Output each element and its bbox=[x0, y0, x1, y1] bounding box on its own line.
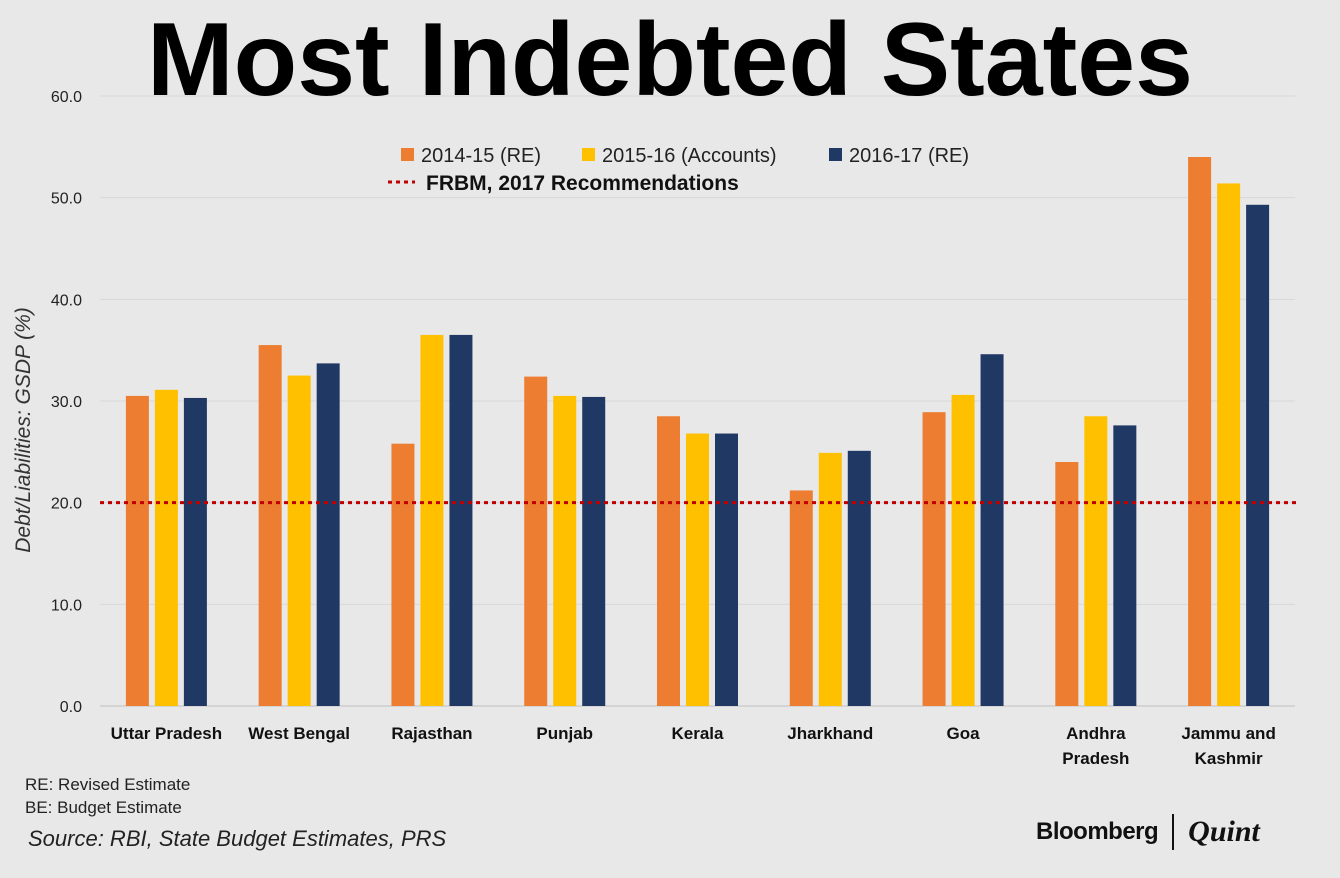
source-caption: Source: RBI, State Budget Estimates, PRS bbox=[28, 826, 447, 851]
category-label: Uttar Pradesh bbox=[111, 724, 222, 743]
category-label: Punjab bbox=[536, 724, 593, 743]
bar bbox=[1084, 416, 1108, 706]
legend-swatch bbox=[582, 148, 595, 161]
category-label: West Bengal bbox=[248, 724, 350, 743]
y-tick-label: 0.0 bbox=[60, 699, 82, 716]
bloomberg-wordmark: Bloomberg bbox=[1036, 818, 1159, 845]
category-label: Rajasthan bbox=[391, 724, 472, 743]
bars bbox=[125, 157, 1270, 707]
bar bbox=[582, 396, 606, 706]
bar bbox=[715, 433, 738, 706]
brand-divider bbox=[1172, 814, 1175, 850]
y-tick-label: 60.0 bbox=[51, 89, 82, 106]
chart-title: Most Indebted States bbox=[147, 2, 1193, 118]
quint-wordmark: Quint bbox=[1188, 815, 1260, 848]
bar bbox=[789, 490, 813, 706]
bar bbox=[420, 334, 444, 706]
legend-label: 2016-17 (RE) bbox=[849, 145, 969, 167]
brand-logo: Bloomberg Quint bbox=[1036, 812, 1260, 852]
legend-swatch bbox=[401, 148, 414, 161]
bar bbox=[1113, 425, 1137, 706]
y-tick-label: 20.0 bbox=[51, 496, 82, 513]
bar bbox=[818, 452, 842, 706]
y-tick-label: 40.0 bbox=[51, 292, 82, 309]
y-axis-label: Debt/Liabilities: GSDP (%) bbox=[12, 307, 35, 552]
category-label: Goa bbox=[947, 724, 981, 743]
category-label: Pradesh bbox=[1062, 749, 1129, 768]
bar bbox=[183, 397, 207, 706]
legend: 2014-15 (RE) 2015-16 (Accounts) 2016-17 (R… bbox=[388, 145, 969, 195]
category-label: Andhra bbox=[1066, 724, 1126, 743]
bar bbox=[657, 416, 680, 706]
bar bbox=[686, 433, 709, 706]
legend-label: 2014-15 (RE) bbox=[421, 145, 541, 167]
category-label: Kashmir bbox=[1195, 749, 1263, 768]
bar bbox=[287, 375, 311, 706]
bar bbox=[1055, 462, 1079, 706]
bar bbox=[316, 363, 340, 706]
bar bbox=[922, 412, 946, 706]
bar bbox=[1246, 204, 1270, 707]
legend-label: 2015-16 (Accounts) bbox=[602, 145, 777, 167]
legend-swatch bbox=[829, 148, 842, 161]
note-revised-estimate: RE: Revised Estimate bbox=[25, 775, 191, 794]
note-budget-estimate: BE: Budget Estimate bbox=[25, 798, 182, 817]
bar bbox=[553, 395, 577, 706]
bar bbox=[951, 394, 975, 706]
bar bbox=[524, 376, 548, 706]
bar bbox=[1217, 183, 1241, 706]
bar bbox=[847, 450, 871, 706]
y-tick-labels: 0.0 10.0 20.0 30.0 40.0 50.0 60.0 bbox=[51, 89, 82, 716]
legend-reference-label: FRBM, 2017 Recommendations bbox=[426, 172, 739, 195]
bar bbox=[980, 354, 1004, 706]
category-label: Kerala bbox=[672, 724, 725, 743]
y-tick-label: 50.0 bbox=[51, 191, 82, 208]
bar bbox=[258, 345, 282, 706]
bar bbox=[1188, 157, 1212, 706]
bar bbox=[125, 395, 149, 706]
y-tick-label: 10.0 bbox=[51, 597, 82, 614]
category-label: Jharkhand bbox=[787, 724, 873, 743]
bar bbox=[154, 389, 178, 706]
category-label: Jammu and bbox=[1181, 724, 1275, 743]
bar bbox=[391, 443, 415, 706]
bar bbox=[449, 334, 473, 706]
y-tick-label: 30.0 bbox=[51, 394, 82, 411]
category-labels: Uttar Pradesh West Bengal Rajasthan Punjab K… bbox=[111, 724, 1276, 768]
